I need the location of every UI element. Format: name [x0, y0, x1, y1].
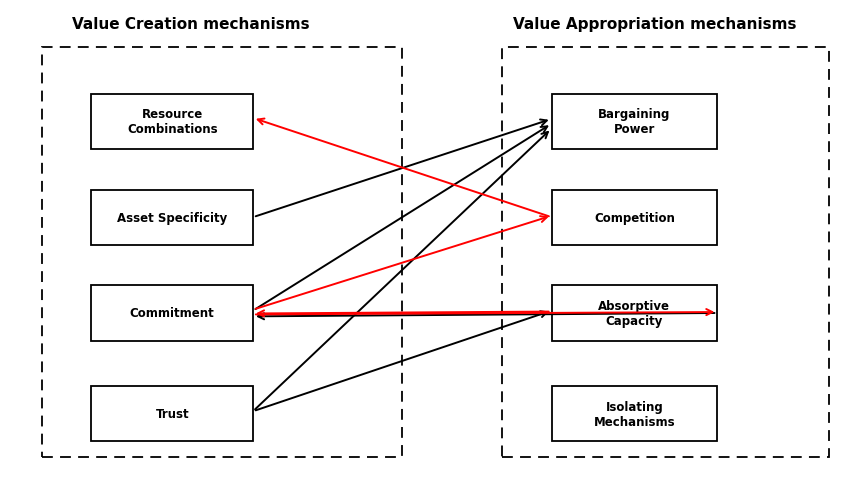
FancyBboxPatch shape: [91, 286, 253, 341]
FancyBboxPatch shape: [552, 286, 717, 341]
Text: Resource
Combinations: Resource Combinations: [127, 108, 217, 136]
Text: Value Appropriation mechanisms: Value Appropriation mechanisms: [514, 17, 797, 32]
FancyBboxPatch shape: [91, 386, 253, 441]
FancyBboxPatch shape: [91, 95, 253, 149]
FancyBboxPatch shape: [552, 190, 717, 245]
Text: Commitment: Commitment: [129, 307, 215, 320]
Text: Trust: Trust: [156, 407, 189, 420]
Text: Isolating
Mechanisms: Isolating Mechanisms: [594, 400, 675, 428]
Text: Competition: Competition: [594, 211, 675, 224]
Text: Absorptive
Capacity: Absorptive Capacity: [598, 299, 670, 327]
Text: Bargaining
Power: Bargaining Power: [598, 108, 671, 136]
FancyBboxPatch shape: [91, 190, 253, 245]
Text: Value Creation mechanisms: Value Creation mechanisms: [72, 17, 310, 32]
Text: Asset Specificity: Asset Specificity: [117, 211, 228, 224]
FancyBboxPatch shape: [552, 386, 717, 441]
FancyBboxPatch shape: [552, 95, 717, 149]
